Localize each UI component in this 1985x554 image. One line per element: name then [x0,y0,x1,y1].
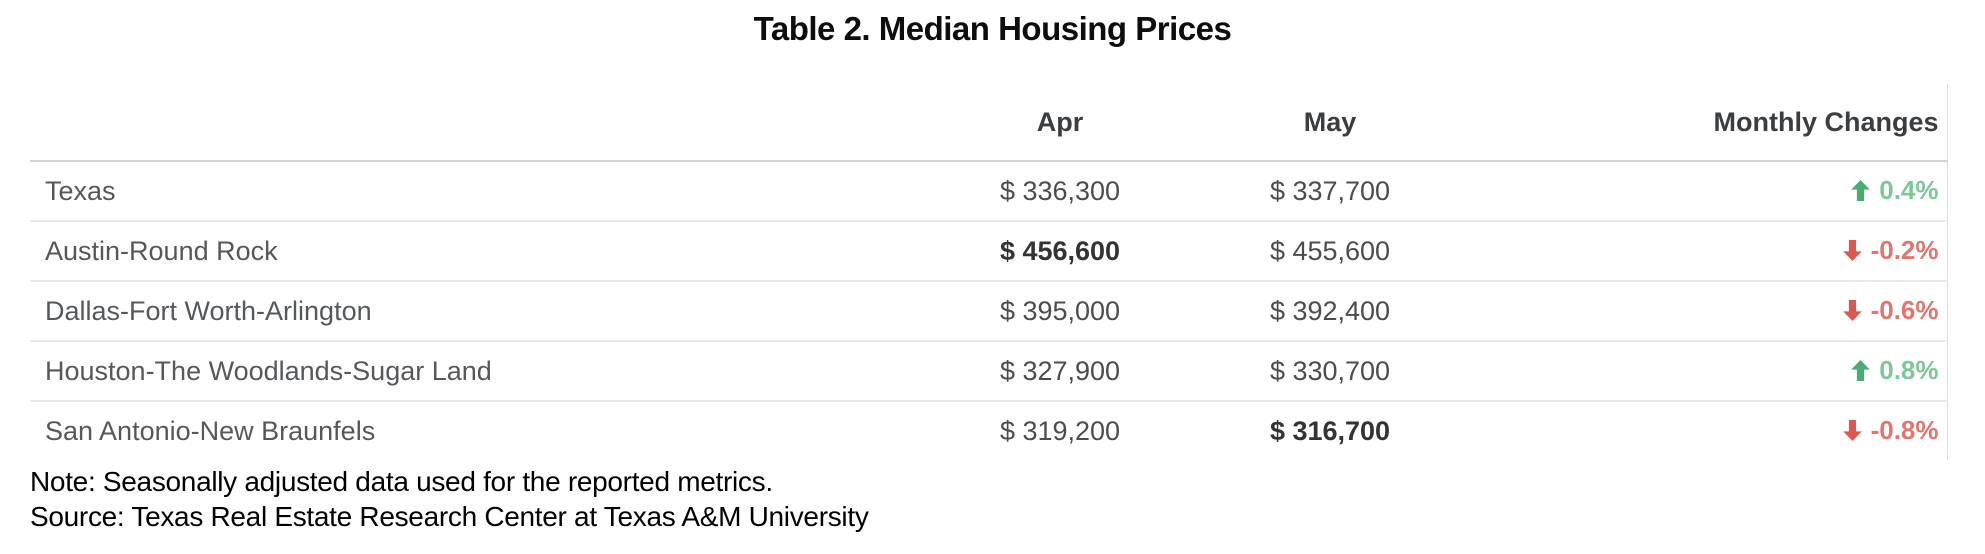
apr-cell: $ 327,900 [950,341,1170,402]
change-cell: -0.2% [1490,221,1947,282]
change-percentage: -0.8% [1870,414,1939,445]
column-header-region [30,84,950,162]
monthly-change-indicator: -0.2% [1842,234,1939,266]
change-cell: -0.8% [1490,401,1947,460]
apr-cell: $ 319,200 [999,415,1121,446]
table-row: Houston-The Woodlands-Sugar Land $ 327,9… [30,341,1947,402]
apr-cell: $ 456,600 [950,221,1170,282]
median-housing-prices-table: Apr May Monthly Changes Texas $ 336,300 … [30,84,1948,460]
region-cell: Austin-Round Rock [30,221,950,282]
change-percentage: 0.8% [1879,354,1939,385]
change-cell: 0.8% [1490,341,1947,402]
change-percentage: -0.6% [1870,294,1939,325]
column-header-monthly-changes: Monthly Changes [1490,84,1947,162]
apr-cell: $ 336,300 [950,161,1170,222]
change-cell: -0.6% [1490,281,1947,342]
monthly-change-indicator: 0.8% [1851,354,1939,386]
up-arrow-icon [1851,179,1871,201]
column-header-apr: Apr [950,84,1170,162]
monthly-change-indicator: -0.8% [1842,414,1939,446]
region-cell: Texas [30,161,950,222]
table-row: San Antonio-New Braunfels $ 319,200 $ 31… [30,401,1947,460]
region-cell: Dallas-Fort Worth-Arlington [30,281,950,342]
table-header: Apr May Monthly Changes [30,84,1947,162]
table-row: Dallas-Fort Worth-Arlington $ 395,000 $ … [30,281,1947,342]
down-arrow-icon [1842,419,1862,441]
change-cell: 0.4% [1490,161,1947,222]
table-title: Table 2. Median Housing Prices [753,10,1232,47]
up-arrow-icon [1851,359,1871,381]
source-line: Source: Texas Real Estate Research Cente… [30,501,869,532]
column-header-may: May [1170,84,1490,162]
region-cell: San Antonio-New Braunfels [45,415,376,446]
change-percentage: 0.4% [1879,174,1939,205]
table-body: Texas $ 336,300 $ 337,700 0.4% Austin-Ro… [30,161,1947,460]
monthly-change-indicator: 0.4% [1851,174,1939,206]
region-cell: Houston-The Woodlands-Sugar Land [30,341,950,402]
note-line: Note: Seasonally adjusted data used for … [30,466,773,497]
may-cell: $ 455,600 [1170,221,1490,282]
table-row: Texas $ 336,300 $ 337,700 0.4% [30,161,1947,222]
may-cell: $ 337,700 [1170,161,1490,222]
footnotes: Note: Seasonally adjusted data used for … [30,464,1985,534]
may-cell: $ 330,700 [1170,341,1490,402]
table-row: Austin-Round Rock $ 456,600 $ 455,600 -0… [30,221,1947,282]
monthly-change-indicator: -0.6% [1842,294,1939,326]
may-cell: $ 316,700 [1269,415,1391,446]
change-percentage: -0.2% [1870,234,1939,265]
apr-cell: $ 395,000 [950,281,1170,342]
down-arrow-icon [1842,299,1862,321]
down-arrow-icon [1842,239,1862,261]
may-cell: $ 392,400 [1170,281,1490,342]
